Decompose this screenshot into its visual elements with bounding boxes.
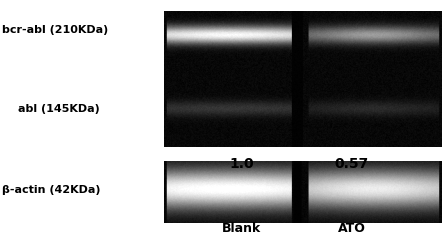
Text: ATO: ATO — [338, 222, 366, 235]
Text: 0.57: 0.57 — [335, 156, 369, 171]
Text: 1.0: 1.0 — [230, 156, 254, 171]
Text: β-actin (42KDa): β-actin (42KDa) — [2, 185, 101, 195]
Text: Blank: Blank — [222, 222, 262, 235]
Text: abl (145KDa): abl (145KDa) — [18, 104, 99, 114]
Text: bcr-abl (210KDa): bcr-abl (210KDa) — [2, 25, 108, 35]
